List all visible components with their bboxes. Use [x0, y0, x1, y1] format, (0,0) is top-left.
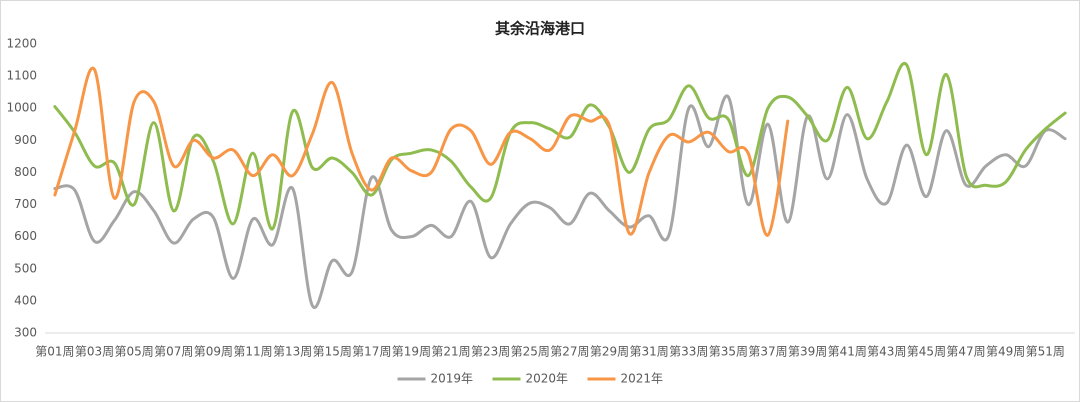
y-tick-label: 1100 [6, 69, 37, 83]
x-tick-label: 第31周 [629, 345, 668, 359]
x-tick-label: 第25周 [511, 345, 550, 359]
y-tick-label: 300 [14, 326, 37, 340]
legend-label: 2020年 [526, 372, 569, 386]
y-tick-label: 1000 [6, 101, 37, 115]
x-tick-label: 第15周 [313, 345, 352, 359]
x-tick-label: 第29周 [590, 345, 629, 359]
x-tick-label: 第41周 [828, 345, 867, 359]
x-tick-label: 第35周 [709, 345, 748, 359]
y-tick-label: 700 [14, 197, 37, 211]
x-tick-label: 第47周 [946, 345, 985, 359]
x-tick-label: 第23周 [471, 345, 510, 359]
legend-label: 2019年 [431, 372, 474, 386]
y-tick-label: 1200 [6, 37, 37, 51]
x-tick-label: 第33周 [669, 345, 708, 359]
y-tick-label: 400 [14, 293, 37, 307]
chart-title: 其余沿海港口 [495, 20, 585, 38]
x-tick-label: 第09周 [194, 345, 233, 359]
x-tick-label: 第05周 [114, 345, 153, 359]
x-tick-label: 第37周 [748, 345, 787, 359]
x-tick-label: 第13周 [273, 345, 312, 359]
x-tick-label: 第21周 [431, 345, 470, 359]
y-tick-label: 900 [14, 133, 37, 147]
x-tick-label: 第07周 [154, 345, 193, 359]
series-line [53, 94, 1067, 310]
legend-label: 2021年 [621, 372, 664, 386]
x-tick-label: 第03周 [75, 345, 114, 359]
x-tick-label: 第17周 [352, 345, 391, 359]
y-tick-label: 800 [14, 165, 37, 179]
x-tick-label: 第27周 [550, 345, 589, 359]
x-tick-label: 第11周 [233, 345, 272, 359]
x-tick-label: 第43周 [867, 345, 906, 359]
series-line [53, 61, 1067, 231]
x-tick-label: 第51周 [1026, 345, 1065, 359]
x-tick-label: 第01周 [35, 345, 74, 359]
y-tick-label: 500 [14, 261, 37, 275]
x-tick-label: 第19周 [392, 345, 431, 359]
series-line [53, 66, 790, 237]
x-tick-label: 第39周 [788, 345, 827, 359]
x-tick-label: 第45周 [907, 345, 946, 359]
y-tick-label: 600 [14, 229, 37, 243]
x-tick-label: 第49周 [986, 345, 1025, 359]
